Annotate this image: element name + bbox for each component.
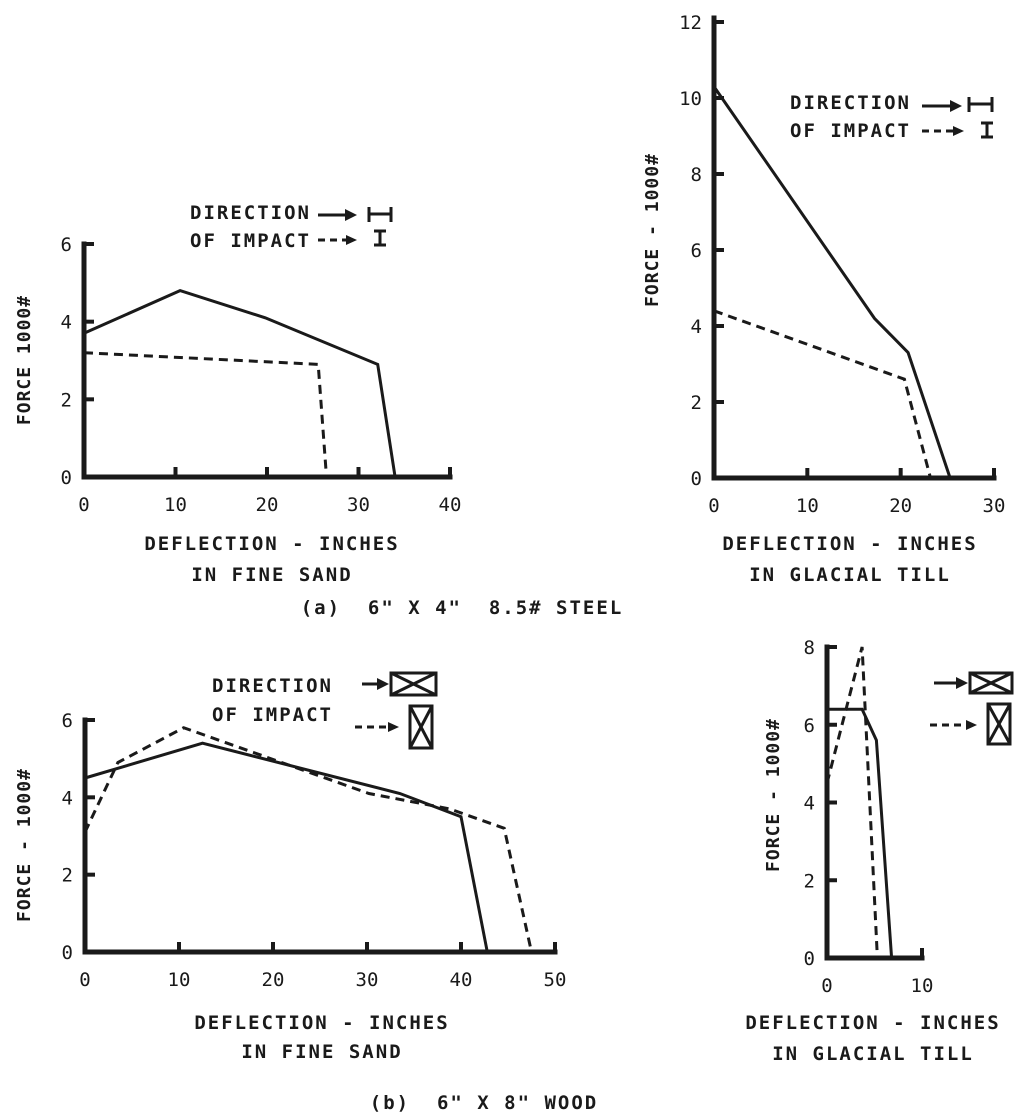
x-tick-label: 20 xyxy=(889,495,912,517)
x-axis-sublabel: IN FINE SAND xyxy=(241,1041,402,1063)
series-line-dashed xyxy=(83,351,328,478)
y-tick-label: 6 xyxy=(804,715,815,737)
x-tick-label: 0 xyxy=(79,969,90,991)
y-tick-label: 10 xyxy=(679,88,702,110)
x-tick-label: 40 xyxy=(450,969,473,991)
legend-line-2: OF IMPACT xyxy=(790,120,911,142)
x-tick-label: 20 xyxy=(262,969,285,991)
y-axis-label: FORCE - 1000# xyxy=(642,153,663,307)
legend-dashed-arrow xyxy=(318,235,357,245)
series-line-solid xyxy=(712,85,952,479)
y-tick-label: 8 xyxy=(691,164,702,186)
wide-flange-vertical-icon xyxy=(374,229,386,247)
chart-b-fine-sand: 0 10 20 30 40 50 0 2 4 6 DEFLECTION - INCHES IN F… xyxy=(14,671,567,1063)
x-axis-sublabel: IN GLACIAL TILL xyxy=(749,564,951,586)
caption-a: (a) 6" X 4" 8.5# STEEL xyxy=(301,597,624,619)
y-axis-label: FORCE - 1000# xyxy=(763,718,784,872)
legend-line-1: DIRECTION xyxy=(212,675,333,697)
legend-line-2: OF IMPACT xyxy=(212,704,333,726)
y-axis-label: FORCE - 1000# xyxy=(14,768,35,922)
x-tick-label: 10 xyxy=(168,969,191,991)
x-tick-label: 0 xyxy=(821,975,832,997)
x-tick-label: 0 xyxy=(708,495,719,517)
legend-solid-arrow xyxy=(318,209,357,221)
x-axis-label: DEFLECTION - INCHES xyxy=(144,533,399,555)
y-tick-label: 12 xyxy=(679,12,702,34)
wide-flange-horizontal-icon xyxy=(967,97,994,112)
wide-flange-vertical-icon xyxy=(981,121,993,139)
y-tick-label: 8 xyxy=(804,637,815,659)
x-tick-label: 0 xyxy=(78,494,89,516)
y-tick-label: 0 xyxy=(691,468,702,490)
x-tick-label: 10 xyxy=(796,495,819,517)
x-axis-label: DEFLECTION - INCHES xyxy=(194,1012,449,1034)
legend-line-2: OF IMPACT xyxy=(190,230,311,252)
x-tick-label: 30 xyxy=(347,494,370,516)
x-axis-label: DEFLECTION - INCHES xyxy=(745,1012,1000,1034)
chart-b-glacial-till: 0 10 0 2 4 6 8 DEFLECTION - INCHES IN GLACIAL … xyxy=(745,637,1014,1065)
y-tick-label: 0 xyxy=(804,948,815,970)
y-tick-label: 2 xyxy=(691,392,702,414)
y-tick-label: 6 xyxy=(62,710,73,732)
legend-line-1: DIRECTION xyxy=(190,202,311,224)
y-tick-label: 0 xyxy=(61,467,72,489)
y-axis-label: FORCE 1000# xyxy=(14,295,35,425)
legend-solid-arrow xyxy=(362,678,389,690)
series-line-dashed xyxy=(83,726,533,953)
legend-dashed-arrow xyxy=(355,722,399,732)
wide-flange-horizontal-icon xyxy=(367,207,393,222)
y-tick-label: 2 xyxy=(62,865,73,887)
x-tick-label: 30 xyxy=(983,495,1006,517)
x-tick-label: 30 xyxy=(356,969,379,991)
x-axis-sublabel: IN FINE SAND xyxy=(191,564,352,586)
y-tick-label: 2 xyxy=(61,389,72,411)
legend-solid-arrow xyxy=(934,677,968,689)
x-axis-sublabel: IN GLACIAL TILL xyxy=(772,1043,974,1065)
timber-upright-icon xyxy=(408,704,434,750)
timber-flat-icon xyxy=(389,671,438,697)
timber-upright-icon xyxy=(986,702,1012,746)
chart-a-fine-sand: 0 10 20 30 40 0 2 4 6 DEFLECTION - INCHES IN FIN… xyxy=(14,202,461,586)
x-tick-label: 50 xyxy=(544,969,567,991)
caption-b: (b) 6" X 8" WOOD xyxy=(370,1092,598,1114)
y-tick-label: 0 xyxy=(62,942,73,964)
timber-flat-icon xyxy=(968,671,1014,695)
legend-dashed-arrow xyxy=(930,720,977,730)
y-tick-label: 4 xyxy=(61,312,72,334)
legend-solid-arrow xyxy=(922,100,962,112)
legend-line-1: DIRECTION xyxy=(790,92,911,114)
x-tick-label: 20 xyxy=(256,494,279,516)
y-tick-label: 2 xyxy=(804,870,815,892)
legend-dashed-arrow xyxy=(922,126,964,136)
x-tick-label: 10 xyxy=(911,975,934,997)
chart-a-glacial-till: 0 10 20 30 0 2 4 6 8 10 12 DEFLECTION - INCHES IN … xyxy=(642,12,1005,586)
y-tick-label: 4 xyxy=(62,787,73,809)
series-line-dashed xyxy=(825,646,879,959)
series-line-solid xyxy=(83,288,397,478)
y-tick-label: 4 xyxy=(804,793,815,815)
x-tick-label: 40 xyxy=(439,494,462,516)
y-tick-label: 6 xyxy=(691,240,702,262)
series-line-dashed xyxy=(713,309,932,479)
y-tick-label: 6 xyxy=(61,234,72,256)
x-tick-label: 10 xyxy=(164,494,187,516)
x-axis-label: DEFLECTION - INCHES xyxy=(722,533,977,555)
y-tick-label: 4 xyxy=(691,316,702,338)
series-line-solid xyxy=(84,741,489,953)
